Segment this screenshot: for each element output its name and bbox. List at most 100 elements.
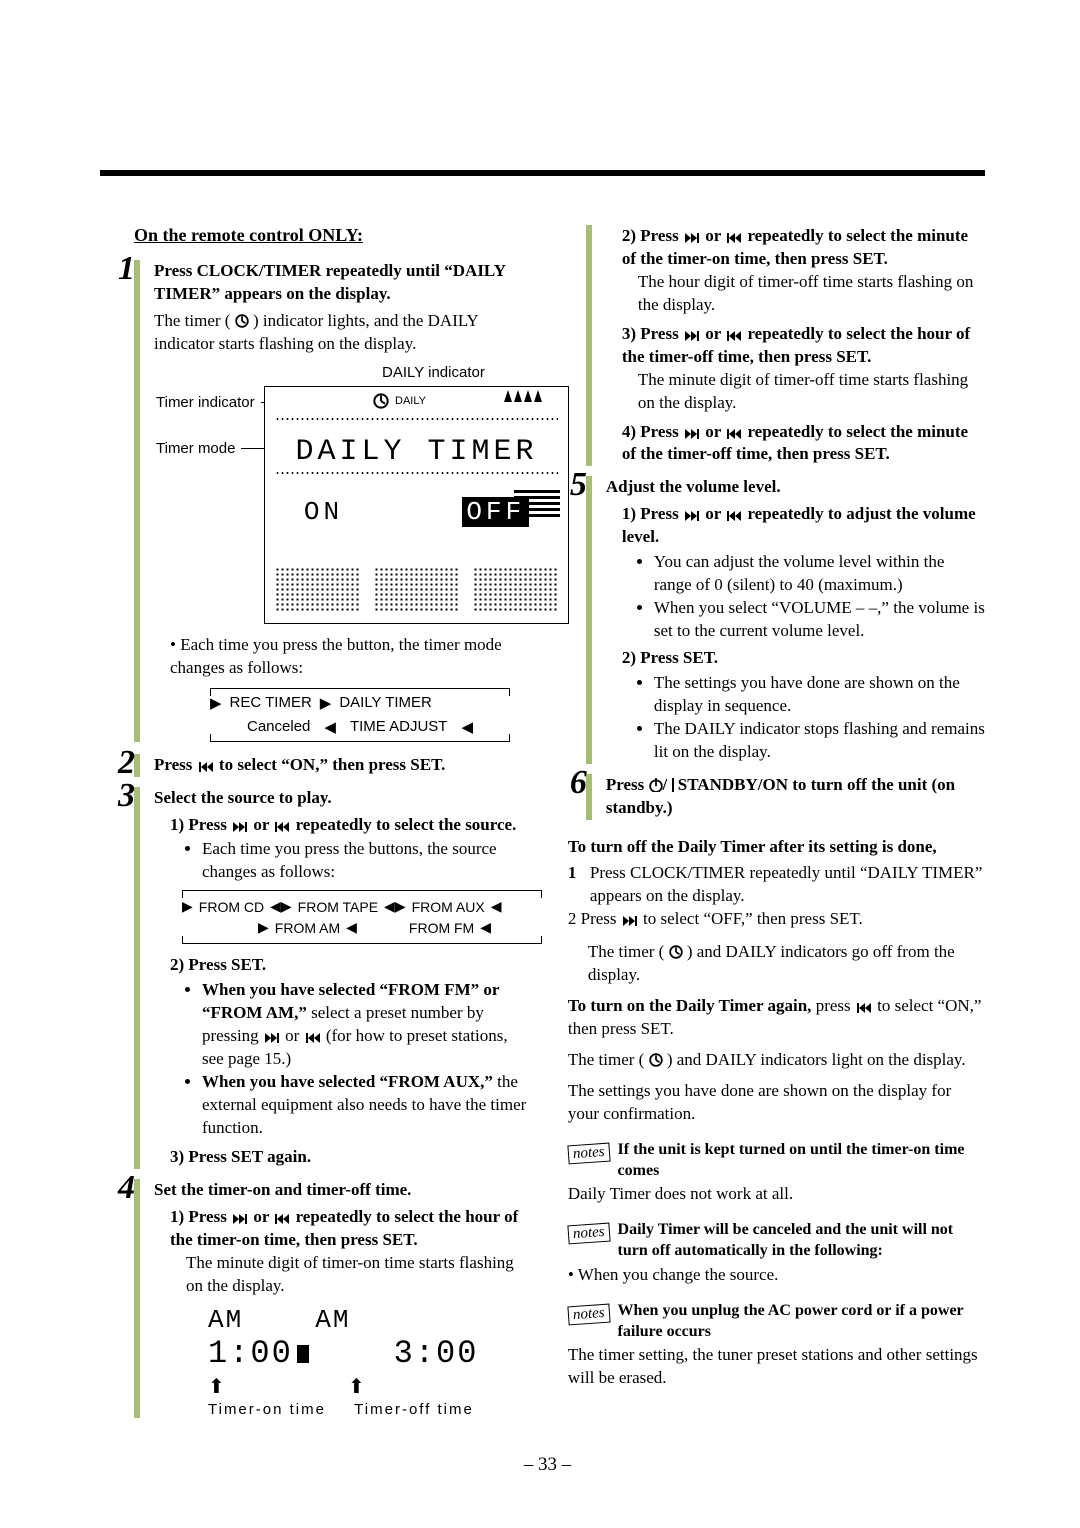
note-2: notes Daily Timer will be canceled and t… [568,1220,985,1262]
ff-icon [683,511,701,521]
step-3-lead: Select the source to play. [154,787,532,810]
turn-off-2: Press to select “OFF,” then press SET. [581,909,863,928]
step-5-number: 5 [570,468,587,502]
turn-off-heading: To turn off the Daily Timer after its se… [568,836,985,859]
lcd-label-daily-text: DAILY indicator [382,364,485,381]
timer-mode-cycle: ▶ REC TIMER ▶ DAILY TIMER Canceled ◀ TIM… [210,688,510,742]
cycle-from-cd: FROM CD [199,899,264,915]
page: On the remote control ONLY: 1 Press CLOC… [0,0,1080,1516]
s3-i2-b-c: or [285,1026,303,1045]
top-rule [100,170,985,176]
notes-icon: notes [567,1303,610,1325]
step-2: 2 Press to select “ON,” then press SET. [134,754,532,777]
s3-i1-sub: Each time you press the buttons, the sou… [202,838,532,884]
step-1: 1 Press CLOCK/TIMER repeatedly until “DA… [134,260,532,742]
s5-i1-a: 1) Press [622,504,683,523]
ff-icon [231,822,249,832]
note-2-head: Daily Timer will be canceled and the uni… [618,1220,985,1262]
s4c-i3-follow: The minute digit of timer-off time start… [622,369,985,415]
s3-i2-c-a: When you have selected “FROM AUX,” [202,1072,497,1091]
notes-icon: notes [567,1142,610,1164]
step-2-lead: Press to select “ON,” then press SET. [154,754,532,777]
note-3: notes When you unplug the AC power cord … [568,1301,985,1343]
s5-i1-b: or [705,504,725,523]
note-1: notes If the unit is kept turned on unti… [568,1140,985,1182]
s4-i1-b: or [253,1207,273,1226]
rew-icon [304,1033,322,1043]
s3-i1-c: repeatedly to select the source. [296,815,517,834]
s6-lead-a: Press [606,775,649,794]
cycle-from-am: FROM AM [275,920,340,936]
cycle-from-tape: FROM TAPE [298,899,378,915]
source-cycle: ▶ FROM CD ◀▶ FROM TAPE ◀▶ FROM AUX ◀ ▶ F… [182,890,532,944]
s5-i2-head: 2) Press SET. [622,647,985,670]
rew-icon [725,429,743,439]
cycle-time-adjust: TIME ADJUST [350,718,448,735]
lcd-figure: DAILY indicator Timer indicator Timer mo… [164,386,532,624]
turn-on-follow1: The timer ( ) and DAILY indicators light… [568,1049,985,1072]
s4c-i4-b: or [705,422,725,441]
ff-icon [683,429,701,439]
s3-i1-a: 1) Press [170,815,231,834]
step-4: 4 Set the timer-on and timer-off time. 1… [134,1179,532,1419]
amfig-am2: AM [315,1305,350,1335]
turn-off-2b: to select “OFF,” then press SET. [643,909,863,928]
amfig-on-time: 1:00 [208,1335,309,1372]
rew-icon [725,511,743,521]
note-1-head: If the unit is kept turned on until the … [618,1140,985,1182]
s3-i2-b: When you have selected “FROM FM” or “FRO… [202,979,532,1071]
turn-on-head-a: To turn on the Daily Timer again, [568,996,816,1015]
step-3: 3 Select the source to play. 1) Press or… [134,787,532,1169]
turn-on-again: To turn on the Daily Timer again, press … [568,995,985,1041]
timer-icon [649,1053,663,1067]
lcd-ornament-icon [502,389,562,413]
note-3-head: When you unplug the AC power cord or if … [618,1301,985,1343]
ff-icon [263,1033,281,1043]
step-1-number: 1 [118,252,135,286]
s5-b3: The settings you have done are shown on … [654,672,985,718]
right-column: 2) Press or repeatedly to select the min… [564,225,985,1428]
s3-i2-head: 2) Press SET. [170,954,532,977]
step-4-sub1: 1) Press or repeatedly to select the hou… [154,1206,532,1298]
step-6-lead: Press / STANDBY/ON to turn off the unit … [606,774,985,820]
step-3-sub1: 1) Press or repeatedly to select the sou… [154,814,532,945]
cycle-from-fm: FROM FM [409,920,474,936]
rew-icon [197,762,215,772]
ff-icon [683,331,701,341]
left-column: On the remote control ONLY: 1 Press CLOC… [110,225,532,1428]
amfig-off-label: Timer-off time [354,1401,494,1418]
step-1-desc-a: The timer ( [154,311,230,330]
timer-icon [235,314,249,328]
rew-icon [725,233,743,243]
note-2-bullet: When you change the source. [568,1264,985,1287]
step-6: 6 Press / STANDBY/ON to turn off the uni… [586,774,985,820]
s5-b1: You can adjust the volume level within t… [654,551,985,597]
lcd-off-text: OFF [462,497,529,527]
lcd-label-timer-indicator-text: Timer indicator [156,394,255,411]
amfig-on-label: Timer-on time [208,1401,348,1418]
step-1-bullet: Each time you press the button, the time… [170,634,532,680]
turn-off-2a: Press [581,909,621,928]
ff-icon [231,1214,249,1224]
am-time-figure: AM AM 1:00 3:00 ⬆⬆ Timer-on time Timer-o… [208,1305,532,1418]
columns: On the remote control ONLY: 1 Press CLOC… [110,225,985,1428]
s4c-i4-a: 4) Press [622,422,683,441]
s4c-i3-a: 3) Press [622,324,683,343]
rew-icon [855,1003,873,1013]
step-1-lead: Press CLOCK/TIMER repeatedly until “DAIL… [154,260,532,306]
turn-on-head-b: press [816,996,855,1015]
s4c-i2-a: 2) Press [622,226,683,245]
note-1-body: Daily Timer does not work at all. [568,1183,985,1206]
notes-icon: notes [567,1223,610,1245]
s4-i1-a: 1) Press [170,1207,231,1226]
s5-b4: The DAILY indicator stops flashing and r… [654,718,985,764]
turn-on-follow2: The settings you have done are shown on … [568,1080,985,1126]
rew-icon [273,1214,291,1224]
cycle-rec-timer: REC TIMER [230,694,312,711]
step-3-number: 3 [118,779,135,813]
turn-off-list: 1Press CLOCK/TIMER repeatedly until “DAI… [568,862,985,931]
s4-i1-follow: The minute digit of timer-on time starts… [170,1252,532,1298]
lcd-display: DAILY DAILY TIMER ON OFF [264,386,569,624]
lcd-bottom-dots-icon [275,567,558,611]
step-6-number: 6 [570,766,587,800]
